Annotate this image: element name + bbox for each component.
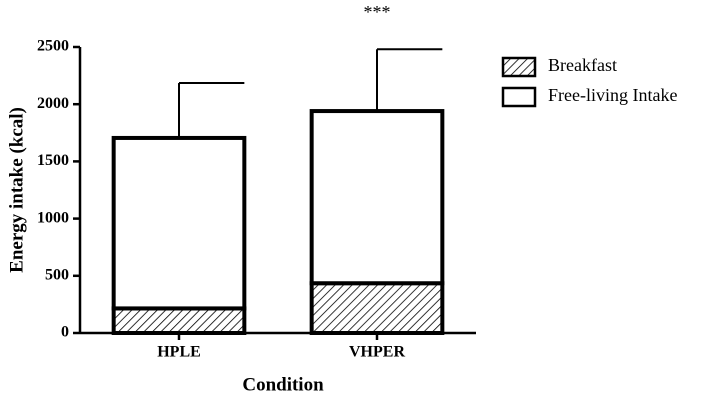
bar-segment [309,281,445,335]
y-tick-label: 2500 [37,38,69,55]
y-tick-label: 500 [45,266,69,283]
x-tick-label: VHPER [349,344,405,361]
x-tick-label: HPLE [157,344,201,361]
y-axis-title: Energy intake (kcal) [6,107,27,273]
y-tick-label: 2000 [37,95,69,112]
legend-swatch [501,56,537,78]
bar-segment [111,135,247,311]
legend-label: Breakfast [548,55,617,75]
bar-segment [111,306,247,335]
bar-segment [309,109,445,286]
y-tick-label: 0 [61,324,69,341]
x-axis-title: Condition [242,374,324,395]
annotation: *** [364,2,391,22]
y-tick-label: 1000 [37,209,69,226]
y-tick-label: 1500 [37,152,69,169]
legend-swatch [501,86,537,108]
legend-label: Free-living Intake [548,85,677,105]
